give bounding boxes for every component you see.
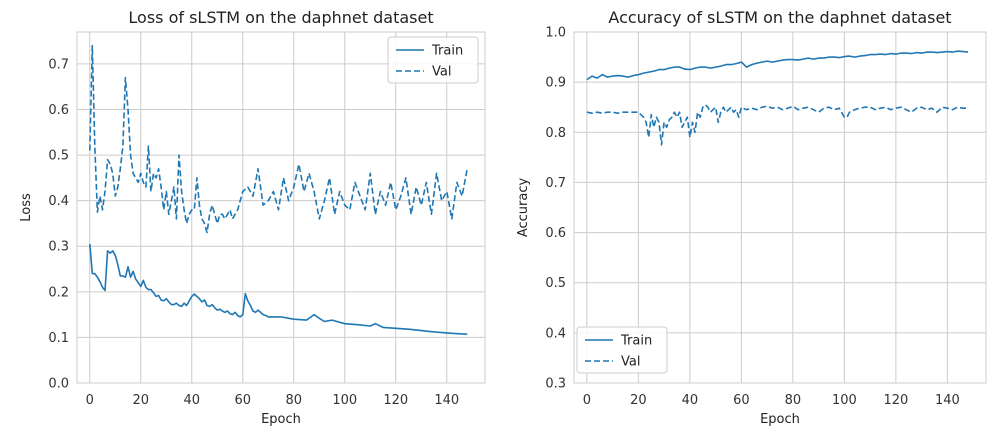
loss-y-tick-label: 0.2 [48, 285, 69, 300]
accuracy-y-tick-label: 0.7 [545, 176, 566, 191]
loss-x-tick-label: 80 [285, 393, 302, 408]
accuracy-legend-label-val: Val [621, 355, 640, 370]
accuracy-y-tick-label: 1.0 [545, 26, 566, 41]
loss-y-tick-label: 0.0 [48, 377, 69, 392]
loss-x-tick-label: 140 [434, 393, 459, 408]
accuracy-x-tick-label: 20 [630, 393, 647, 408]
loss-x-tick-label: 100 [332, 393, 357, 408]
loss-legend-label-train: Train [431, 44, 463, 59]
accuracy-y-tick-label: 0.9 [545, 76, 566, 91]
accuracy-x-tick-label: 40 [682, 393, 699, 408]
accuracy-x-axis-label: Epoch [760, 412, 800, 427]
loss-x-tick-label: 0 [86, 393, 94, 408]
loss-y-tick-label: 0.7 [48, 57, 69, 72]
loss-x-tick-label: 40 [183, 393, 200, 408]
loss-chart-title: Loss of sLSTM on the daphnet dataset [128, 8, 433, 27]
loss-plot-area [76, 31, 486, 384]
accuracy-plot-area [573, 31, 987, 384]
accuracy-series-val-line [586, 103, 968, 146]
loss-y-axis-label: Loss [19, 193, 34, 222]
accuracy-chart: 0 20 40 60 80 100 120 140 0.3 0.4 0.5 0.6 0.7 0.8 0.9 1… [516, 8, 987, 427]
loss-y-tick-label: 0.5 [48, 149, 69, 164]
loss-series-val-line [89, 44, 468, 234]
accuracy-y-axis-label: Accuracy [516, 178, 531, 238]
loss-y-tick-label: 0.1 [48, 331, 69, 346]
loss-x-tick-label: 120 [383, 393, 408, 408]
accuracy-x-tick-label: 80 [785, 393, 802, 408]
accuracy-legend: Train Val [576, 326, 668, 374]
accuracy-y-tick-label: 0.4 [545, 326, 566, 341]
loss-y-tick-label: 0.6 [48, 103, 69, 118]
accuracy-x-tick-label: 0 [583, 393, 591, 408]
loss-x-tick-label: 20 [132, 393, 149, 408]
loss-y-tick-label: 0.3 [48, 240, 69, 255]
accuracy-x-tick-label: 140 [935, 393, 960, 408]
loss-x-tick-label: 60 [234, 393, 251, 408]
loss-series-train-line [89, 243, 468, 335]
accuracy-y-tick-label: 0.5 [545, 276, 566, 291]
loss-x-axis-label: Epoch [261, 412, 301, 427]
accuracy-y-tick-label: 0.3 [545, 377, 566, 392]
accuracy-x-tick-label: 60 [733, 393, 750, 408]
loss-legend: Train Val [387, 36, 479, 84]
accuracy-legend-label-train: Train [620, 334, 652, 349]
accuracy-series-train-line [586, 50, 969, 81]
loss-legend-label-val: Val [432, 65, 451, 80]
accuracy-y-tick-label: 0.6 [545, 226, 566, 241]
accuracy-x-tick-label: 120 [883, 393, 908, 408]
loss-chart: 0 20 40 60 80 100 120 140 0.0 0.1 0.2 0.3 0.4 0.5 0.6 0… [19, 8, 486, 427]
accuracy-y-tick-label: 0.8 [545, 126, 566, 141]
accuracy-chart-title: Accuracy of sLSTM on the daphnet dataset [608, 8, 951, 27]
accuracy-x-tick-label: 100 [832, 393, 857, 408]
loss-y-tick-label: 0.4 [48, 194, 69, 209]
